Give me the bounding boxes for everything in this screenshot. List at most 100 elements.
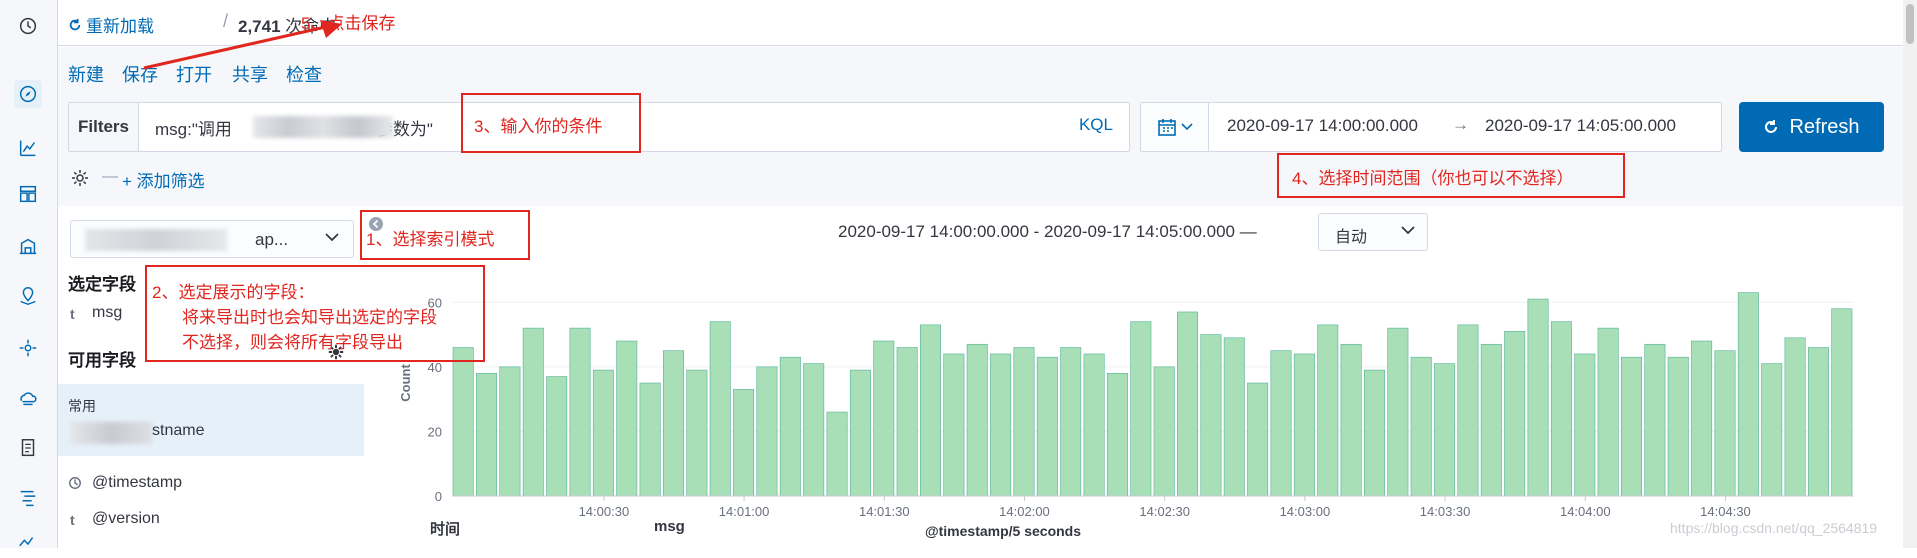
histogram-bar[interactable] bbox=[1644, 343, 1666, 497]
histogram-bar[interactable] bbox=[1504, 331, 1526, 497]
histogram-bar[interactable] bbox=[1387, 327, 1409, 497]
reload-link[interactable]: 重新加载 bbox=[68, 12, 154, 37]
inspect-link[interactable]: 检查 bbox=[286, 65, 322, 85]
histogram-bar[interactable] bbox=[1621, 356, 1643, 497]
histogram-bar[interactable] bbox=[1714, 350, 1736, 497]
kql-toggle[interactable]: KQL bbox=[1078, 115, 1113, 134]
histogram-bar[interactable] bbox=[1807, 347, 1829, 497]
histogram-bar[interactable] bbox=[779, 356, 801, 497]
histogram-bar[interactable] bbox=[920, 324, 941, 497]
ml-icon[interactable] bbox=[14, 334, 42, 362]
histogram-bar[interactable] bbox=[1480, 343, 1502, 497]
histogram-bar[interactable] bbox=[1527, 298, 1549, 497]
column-header-msg[interactable]: msg bbox=[654, 518, 685, 535]
histogram-bar[interactable] bbox=[662, 350, 684, 497]
quick-menu-button[interactable] bbox=[1141, 103, 1209, 151]
histogram-bar[interactable] bbox=[709, 321, 731, 497]
histogram-bar[interactable] bbox=[1574, 353, 1596, 497]
end-date[interactable]: 2020-09-17 14:05:00.000 bbox=[1485, 116, 1676, 135]
collapse-sidebar-icon[interactable] bbox=[368, 216, 384, 232]
histogram-bar[interactable] bbox=[943, 353, 965, 497]
open-link[interactable]: 打开 bbox=[176, 65, 212, 85]
histogram-bar[interactable] bbox=[1013, 347, 1035, 497]
histogram-bar[interactable] bbox=[756, 366, 778, 497]
infrastructure-icon[interactable] bbox=[14, 384, 42, 412]
histogram-bar[interactable] bbox=[733, 389, 755, 497]
discover-compass-icon[interactable] bbox=[14, 80, 42, 108]
histogram-bar[interactable] bbox=[1060, 347, 1082, 497]
refresh-button[interactable]: Refresh bbox=[1739, 102, 1884, 152]
column-header-time[interactable]: 时间 bbox=[430, 521, 461, 538]
query-input-box[interactable]: Filters msg:"调用 参数为" KQL bbox=[68, 102, 1130, 152]
histogram-bar[interactable] bbox=[522, 327, 544, 497]
dashboard-icon[interactable] bbox=[14, 180, 42, 208]
share-link[interactable]: 共享 bbox=[232, 65, 268, 85]
add-filter-link[interactable]: + 添加筛选 bbox=[122, 172, 205, 191]
save-link[interactable]: 保存 bbox=[122, 65, 158, 85]
histogram-bar[interactable] bbox=[1177, 311, 1199, 497]
histogram-bar[interactable] bbox=[1317, 324, 1339, 497]
histogram-bar[interactable] bbox=[966, 343, 988, 497]
histogram-bar[interactable] bbox=[499, 366, 521, 497]
histogram-bar[interactable] bbox=[1106, 373, 1128, 497]
histogram-bar[interactable] bbox=[1083, 353, 1105, 497]
histogram-bar[interactable] bbox=[1410, 356, 1432, 497]
canvas-icon[interactable] bbox=[14, 232, 42, 260]
histogram-bar[interactable] bbox=[1761, 363, 1783, 497]
histogram-bar[interactable] bbox=[452, 347, 474, 497]
histogram-bar[interactable] bbox=[1153, 366, 1175, 497]
histogram-bar[interactable] bbox=[1270, 350, 1292, 497]
histogram-bar[interactable] bbox=[826, 411, 848, 497]
histogram-bar[interactable] bbox=[1737, 292, 1759, 497]
index-pattern-select[interactable]: ap... bbox=[70, 220, 354, 258]
histogram-bar[interactable] bbox=[1247, 382, 1269, 497]
clock-icon bbox=[69, 477, 81, 489]
histogram-bar[interactable] bbox=[616, 340, 638, 497]
histogram-bar[interactable] bbox=[896, 347, 918, 497]
histogram-bar[interactable] bbox=[1784, 337, 1806, 497]
start-date[interactable]: 2020-09-17 14:00:00.000 bbox=[1227, 116, 1418, 135]
field-item[interactable]: @timestamp bbox=[58, 472, 364, 512]
histogram-bar[interactable] bbox=[546, 376, 568, 497]
maps-icon[interactable] bbox=[14, 282, 42, 310]
histogram-bar[interactable] bbox=[1223, 337, 1245, 497]
new-link[interactable]: 新建 bbox=[68, 65, 104, 85]
histogram-bar[interactable] bbox=[1340, 343, 1362, 497]
uptime-icon[interactable] bbox=[14, 530, 42, 558]
histogram-bar[interactable] bbox=[1434, 363, 1456, 497]
histogram-bar[interactable] bbox=[1200, 334, 1222, 497]
field-item[interactable]: t @version bbox=[58, 508, 364, 548]
date-picker: 2020-09-17 14:00:00.000 → 2020-09-17 14:… bbox=[1140, 102, 1722, 152]
filter-settings-gear-icon[interactable] bbox=[70, 168, 90, 188]
histogram-bar[interactable] bbox=[639, 382, 661, 497]
histogram-bar[interactable] bbox=[990, 353, 1012, 497]
logs-icon[interactable] bbox=[14, 434, 42, 462]
scrollbar-thumb[interactable] bbox=[1906, 4, 1914, 44]
histogram-bar[interactable] bbox=[569, 327, 591, 497]
field-item[interactable]: t msg bbox=[58, 302, 364, 342]
histogram-bar[interactable] bbox=[1363, 369, 1385, 497]
visualize-chart-icon[interactable] bbox=[14, 134, 42, 162]
recent-clock-icon[interactable] bbox=[14, 12, 42, 40]
histogram-bar[interactable] bbox=[1550, 321, 1572, 497]
histogram-bar[interactable] bbox=[803, 363, 825, 497]
histogram-bar[interactable] bbox=[592, 369, 614, 497]
histogram-bar[interactable] bbox=[1036, 356, 1058, 497]
histogram-bar[interactable] bbox=[1667, 356, 1689, 497]
histogram-bar[interactable] bbox=[1293, 353, 1315, 497]
histogram-bar[interactable] bbox=[1831, 308, 1853, 497]
interval-select[interactable]: 自动 bbox=[1318, 213, 1428, 251]
page-scrollbar[interactable] bbox=[1903, 0, 1917, 548]
histogram-bar[interactable] bbox=[1457, 324, 1479, 497]
apm-icon[interactable] bbox=[14, 484, 42, 512]
histogram-bar[interactable] bbox=[1130, 321, 1152, 497]
histogram-bar[interactable] bbox=[873, 340, 895, 497]
field-settings-gear-icon[interactable] bbox=[328, 344, 344, 360]
annotation-step4: 4、选择时间范围（你也可以不选择） bbox=[1292, 169, 1574, 188]
histogram-bar[interactable] bbox=[686, 369, 708, 497]
histogram-bar[interactable] bbox=[1691, 340, 1713, 497]
histogram-bar[interactable] bbox=[1597, 327, 1619, 497]
histogram-bar[interactable] bbox=[849, 369, 871, 497]
histogram-bar[interactable] bbox=[476, 373, 498, 497]
field-name[interactable]: stname bbox=[152, 422, 205, 439]
